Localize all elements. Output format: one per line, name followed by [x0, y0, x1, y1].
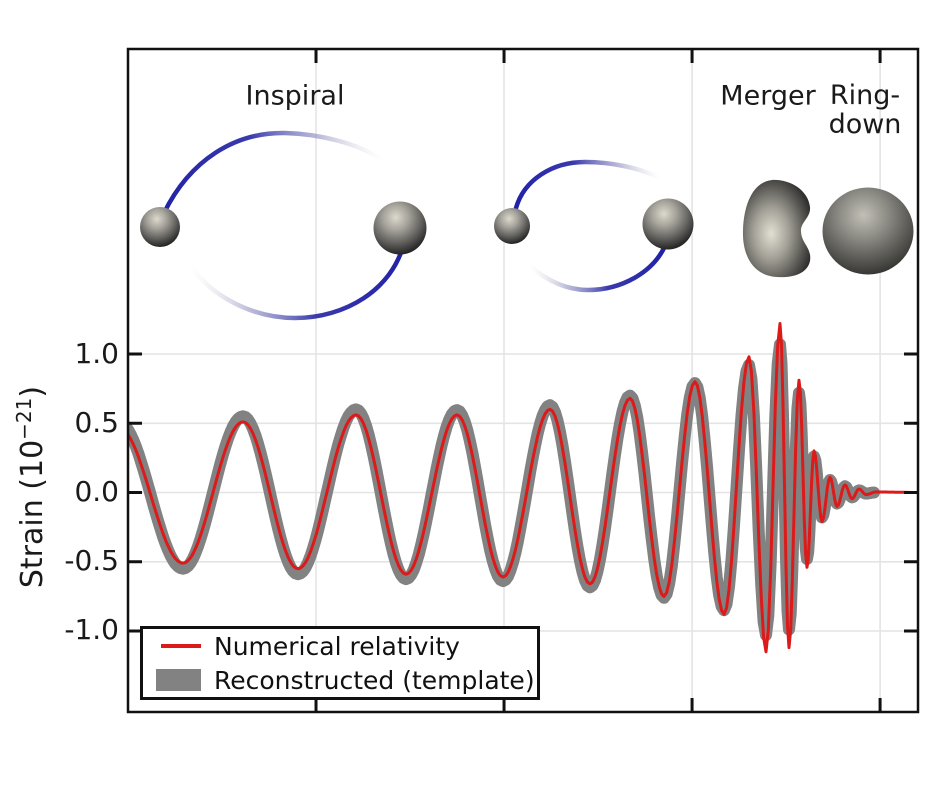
- y-tick-label: 0.0: [74, 475, 119, 508]
- black-hole-icon: [140, 207, 180, 247]
- legend-box: Numerical relativity Reconstructed (temp…: [140, 626, 540, 700]
- legend-label: Reconstructed (template): [214, 665, 535, 695]
- y-tick-label: 1.0: [74, 337, 119, 370]
- red-line-swatch-icon: [161, 644, 201, 648]
- legend-item-numerical-relativity: Numerical relativity: [156, 631, 537, 662]
- phase-label-merger: Merger: [720, 80, 816, 112]
- final-black-hole-icon: [822, 187, 914, 275]
- inspiral-illustration-2: [494, 159, 694, 293]
- legend-item-reconstructed-template: Reconstructed (template): [156, 665, 537, 696]
- black-hole-icon: [373, 201, 427, 255]
- legend-label: Numerical relativity: [214, 631, 460, 661]
- plot-border: [126, 47, 920, 714]
- y-tick-label: -0.5: [64, 544, 119, 577]
- numerical-relativity-curve: [128, 322, 918, 654]
- orbit-trail-icon: [188, 240, 407, 321]
- orbit-trail-icon: [513, 159, 663, 211]
- phase-label-ringdown: Ring- down: [829, 81, 902, 139]
- orbit-trail-icon: [527, 245, 667, 293]
- inspiral-illustration-1: [140, 130, 427, 321]
- y-tick-label: 0.5: [74, 406, 119, 439]
- black-hole-icon: [642, 198, 694, 250]
- phase-label-inspiral: Inspiral: [245, 80, 345, 112]
- gray-band-swatch-icon: [156, 669, 201, 691]
- orbit-trail-icon: [161, 130, 386, 216]
- axis-ticks: [129, 50, 917, 711]
- y-tick-label: -1.0: [64, 613, 119, 646]
- black-hole-icon: [494, 208, 530, 244]
- merging-black-holes-icon: [742, 179, 811, 278]
- phase-label-ringdown-line1: Ring-: [829, 80, 901, 111]
- phase-label-ringdown-line2: down: [828, 109, 902, 140]
